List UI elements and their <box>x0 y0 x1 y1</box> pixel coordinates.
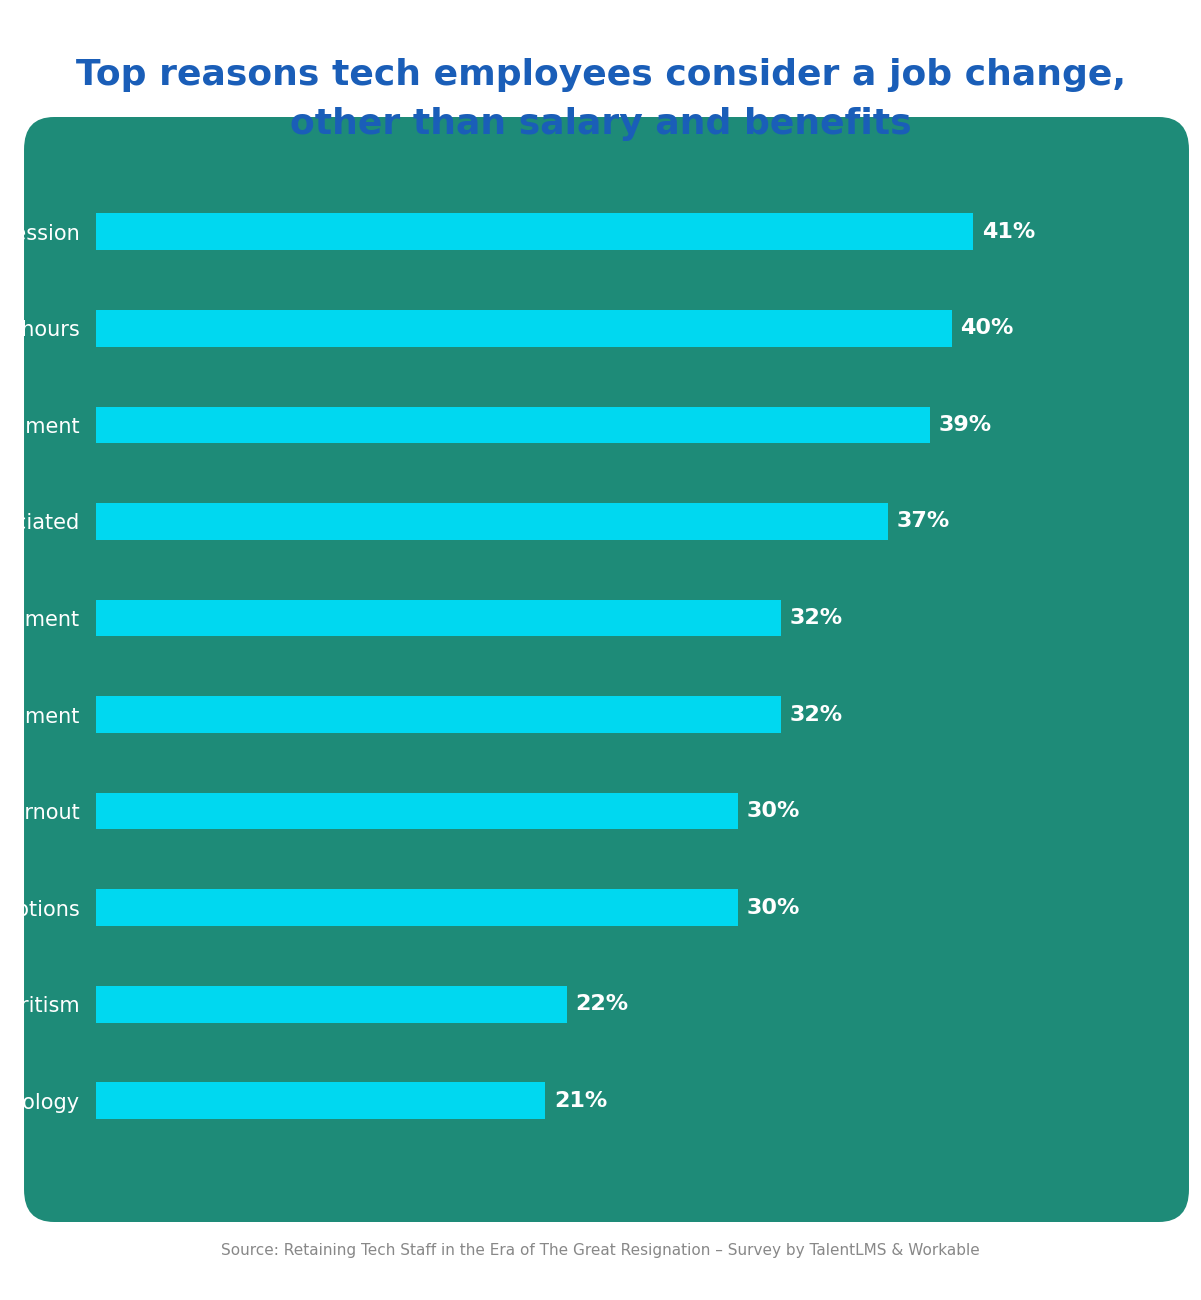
Bar <box>96 213 973 250</box>
Bar <box>96 697 781 733</box>
Text: 37%: 37% <box>896 511 950 532</box>
Text: Source: Retaining Tech Staff in the Era of The Great Resignation – Survey by Tal: Source: Retaining Tech Staff in the Era … <box>221 1243 980 1258</box>
Bar <box>96 793 737 829</box>
Text: 32%: 32% <box>789 608 842 628</box>
Text: other than salary and benefits: other than salary and benefits <box>289 107 912 140</box>
Text: 41%: 41% <box>981 222 1035 242</box>
Bar <box>96 407 931 443</box>
Text: 21%: 21% <box>554 1091 608 1110</box>
Text: 22%: 22% <box>575 994 628 1014</box>
Text: Top reasons tech employees consider a job change,: Top reasons tech employees consider a jo… <box>76 58 1125 92</box>
Text: 30%: 30% <box>746 897 800 918</box>
Text: 32%: 32% <box>789 705 842 724</box>
Bar <box>96 309 951 347</box>
Bar <box>96 503 888 540</box>
Text: 30%: 30% <box>746 801 800 822</box>
Bar <box>96 889 737 926</box>
Text: 40%: 40% <box>961 318 1014 338</box>
Bar <box>96 1083 545 1119</box>
Bar <box>96 599 781 636</box>
Bar <box>96 985 567 1023</box>
Text: 39%: 39% <box>939 415 992 436</box>
